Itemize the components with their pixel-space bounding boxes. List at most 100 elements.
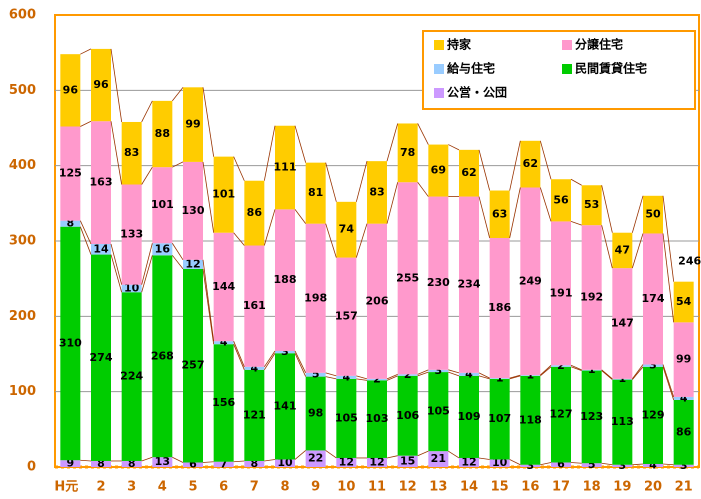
x-tick-label: 10 [337, 480, 355, 495]
bar-segment [459, 372, 479, 376]
bar-segment [612, 464, 633, 467]
bar-segment [367, 223, 387, 379]
legend-label: 給与住宅 [447, 61, 495, 76]
legend-swatch [434, 40, 444, 50]
segment-label: 268 [151, 349, 174, 362]
segment-label: 15 [400, 454, 415, 467]
y-tick-label: 400 [9, 158, 36, 173]
connector [325, 372, 337, 377]
connector [356, 375, 368, 380]
legend-frame [422, 30, 696, 110]
bar-segment [183, 259, 203, 269]
bar-segment [244, 369, 265, 461]
connector [355, 161, 368, 202]
segment-label: 4 [649, 458, 657, 471]
connector [233, 344, 245, 370]
segment-label: 7 [220, 457, 228, 470]
connector [202, 87, 215, 157]
bar-segment [581, 225, 602, 370]
y-tick-label: 300 [9, 234, 36, 249]
connector [540, 365, 552, 376]
x-tick-label: 11 [368, 480, 386, 495]
connector [263, 125, 276, 181]
bar-segment [520, 464, 541, 467]
bar-segment [428, 196, 449, 370]
connector [417, 123, 429, 145]
connector [202, 259, 215, 342]
segment-label: 188 [274, 273, 297, 286]
bar-segment [121, 184, 142, 285]
connector [570, 178, 582, 186]
segment-label: 5 [588, 458, 596, 471]
segment-label: 22 [308, 452, 323, 465]
connector [417, 371, 429, 377]
segment-label: 14 [93, 242, 109, 255]
x-tick-label: 5 [188, 480, 197, 495]
bar-segment [91, 244, 111, 255]
x-tick-label: 15 [491, 480, 509, 495]
connector [171, 243, 184, 261]
bar-segment [244, 366, 265, 370]
segment-label: 107 [488, 412, 511, 425]
connector [478, 149, 491, 191]
segment-label: 4 [680, 391, 688, 404]
segment-label: 86 [247, 206, 263, 219]
bar-segment [397, 182, 418, 375]
connector [172, 255, 184, 270]
segment-label: 10 [492, 456, 508, 469]
segment-label: 3 [649, 359, 657, 372]
bar-segment [336, 375, 357, 379]
connector [141, 166, 153, 185]
segment-label: 157 [335, 310, 358, 323]
segment-label: 69 [431, 164, 446, 177]
y-tick-label: 200 [9, 309, 36, 324]
connector [386, 375, 398, 381]
connector [540, 462, 552, 466]
connector [294, 350, 307, 374]
x-tick-label: 7 [250, 480, 259, 495]
bar-segment [581, 369, 602, 371]
bar-segment [60, 220, 81, 227]
connector [539, 140, 552, 180]
segment-label: 198 [304, 291, 327, 304]
bar-segment [612, 379, 633, 465]
legend-label: 民間賃貸住宅 [575, 61, 647, 76]
segment-label: 234 [458, 278, 481, 291]
bar-segment [397, 375, 418, 456]
connector [448, 450, 460, 459]
bar-segment [121, 121, 142, 185]
segment-label: 163 [90, 176, 113, 189]
connector [540, 366, 552, 377]
legend-swatch [434, 88, 444, 98]
bar-segment [428, 144, 449, 197]
connector [509, 375, 521, 380]
connector [141, 100, 153, 123]
segment-label: 156 [212, 396, 235, 409]
segment-label: 133 [120, 228, 143, 241]
segment-label: 62 [461, 166, 476, 179]
legend-swatch [562, 40, 572, 50]
segment-label: 310 [59, 336, 82, 349]
bar-segment [367, 378, 387, 381]
x-tick-label: 12 [399, 480, 417, 495]
connector [386, 182, 399, 224]
segment-label: 4 [465, 367, 473, 380]
segment-label: 2 [404, 368, 412, 381]
segment-label: 161 [243, 299, 266, 312]
bar-segment [91, 121, 111, 245]
segment-label: 105 [427, 405, 450, 418]
connector [325, 450, 337, 459]
segment-label: 4 [220, 336, 228, 349]
segment-label: 101 [212, 188, 235, 201]
segment-label: 113 [611, 415, 634, 428]
connector [294, 209, 306, 224]
bar-segment [673, 396, 694, 400]
bar-segment [183, 462, 203, 467]
connector [141, 255, 153, 293]
bar-segment [60, 54, 81, 127]
bar-segment [397, 123, 418, 183]
segment-label: 2 [557, 359, 565, 372]
bar-segment [397, 455, 418, 467]
segment-label: 192 [580, 291, 603, 304]
connector [386, 123, 399, 162]
